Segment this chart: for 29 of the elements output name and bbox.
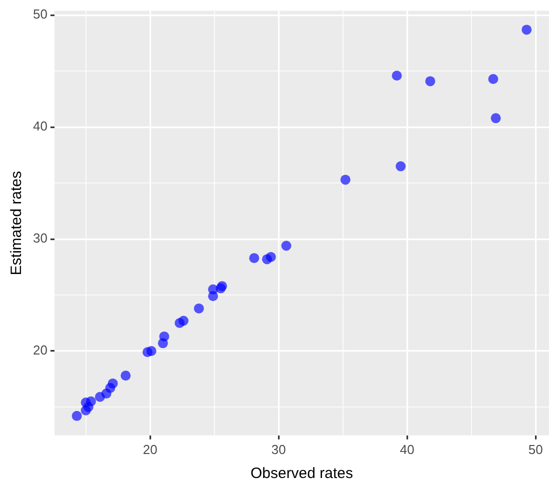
point [488, 74, 498, 84]
point [80, 405, 91, 416]
point [522, 24, 532, 35]
point [94, 392, 105, 402]
y-tick-label: 20 [32, 342, 48, 358]
x-tick-label: 40 [400, 442, 414, 457]
x-tick-label: 30 [271, 442, 286, 457]
x-tick-label: 20 [142, 442, 158, 457]
point [208, 291, 218, 302]
y-tick-label: 30 [32, 230, 48, 246]
point [158, 338, 168, 348]
point [146, 346, 156, 356]
point [392, 70, 402, 81]
point [194, 303, 204, 314]
point [281, 240, 292, 251]
point [72, 410, 82, 421]
point [340, 174, 350, 185]
point [490, 113, 501, 124]
point [249, 253, 260, 264]
y-axis-title: Estimated rates [8, 170, 26, 276]
y-tick-label: 50 [32, 6, 48, 22]
point [178, 316, 188, 326]
point [120, 370, 131, 381]
x-tick-label: 50 [528, 442, 543, 457]
y-tick-label: 40 [32, 118, 48, 134]
point [396, 161, 406, 172]
point [262, 254, 272, 264]
x-axis-title: Observed rates [250, 465, 354, 482]
point [425, 76, 436, 86]
